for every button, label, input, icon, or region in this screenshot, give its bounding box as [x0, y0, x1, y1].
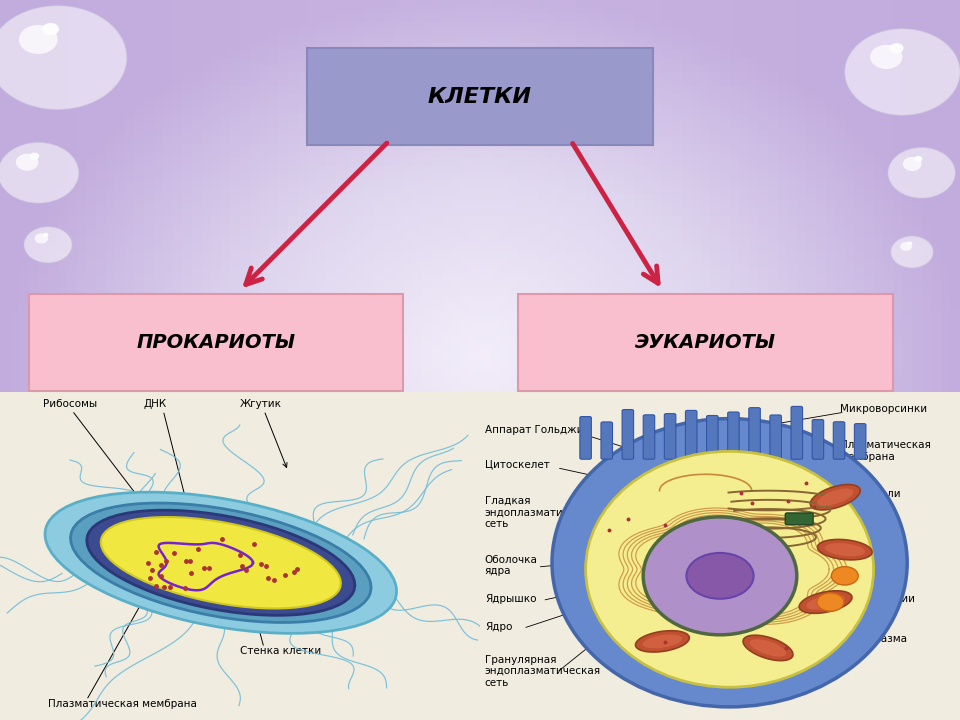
Circle shape: [817, 593, 844, 611]
Ellipse shape: [86, 510, 355, 616]
Circle shape: [914, 156, 923, 162]
Circle shape: [900, 242, 912, 251]
Circle shape: [15, 154, 38, 171]
Text: Плазматическая мембрана: Плазматическая мембрана: [48, 699, 197, 709]
FancyBboxPatch shape: [307, 48, 653, 145]
Circle shape: [24, 227, 72, 263]
Ellipse shape: [800, 591, 852, 613]
Text: Лизосомы: Лизосомы: [840, 527, 895, 537]
Text: Рибосомы: Рибосомы: [840, 558, 894, 568]
Ellipse shape: [818, 539, 872, 560]
Ellipse shape: [586, 451, 874, 687]
Text: Гладкая: Гладкая: [485, 496, 530, 505]
Ellipse shape: [810, 485, 860, 510]
Circle shape: [891, 236, 933, 268]
Ellipse shape: [750, 639, 786, 657]
Ellipse shape: [643, 517, 797, 635]
FancyBboxPatch shape: [29, 294, 403, 391]
Circle shape: [870, 45, 902, 69]
Text: Ядрышко: Ядрышко: [485, 594, 537, 604]
FancyBboxPatch shape: [622, 410, 634, 459]
Text: сеть: сеть: [485, 678, 509, 688]
Ellipse shape: [636, 631, 689, 652]
Text: Ядро: Ядро: [485, 622, 513, 632]
Text: ЭУКАРИОТЫ: ЭУКАРИОТЫ: [635, 333, 777, 352]
FancyBboxPatch shape: [664, 413, 676, 459]
Circle shape: [907, 241, 912, 246]
Circle shape: [0, 6, 127, 109]
Text: сеть: сеть: [485, 518, 509, 528]
Text: Гранулярная: Гранулярная: [485, 654, 556, 665]
Text: Цитоскелет: Цитоскелет: [485, 460, 549, 469]
FancyBboxPatch shape: [580, 417, 591, 459]
Circle shape: [0, 143, 79, 203]
FancyBboxPatch shape: [707, 415, 718, 459]
FancyBboxPatch shape: [854, 423, 866, 459]
Text: КЛЕТКИ: КЛЕТКИ: [428, 87, 532, 107]
FancyBboxPatch shape: [685, 410, 697, 459]
Ellipse shape: [101, 517, 341, 608]
FancyBboxPatch shape: [791, 406, 803, 459]
Circle shape: [890, 43, 903, 53]
Ellipse shape: [806, 595, 845, 610]
Circle shape: [35, 233, 48, 243]
Text: Микроворсинки: Микроворсинки: [840, 404, 927, 414]
Circle shape: [42, 233, 49, 237]
Text: Плазматическая: Плазматическая: [840, 440, 931, 450]
Text: ДНК: ДНК: [144, 399, 167, 409]
Ellipse shape: [817, 488, 853, 506]
FancyBboxPatch shape: [833, 422, 845, 459]
Text: Оболочка: Оболочка: [485, 554, 538, 564]
FancyBboxPatch shape: [812, 420, 824, 459]
Text: мембрана: мембрана: [840, 451, 895, 462]
Circle shape: [845, 29, 960, 115]
Text: ПРОКАРИОТЫ: ПРОКАРИОТЫ: [136, 333, 296, 352]
Circle shape: [902, 157, 922, 171]
FancyBboxPatch shape: [643, 415, 655, 459]
Text: Рибосомы: Рибосомы: [43, 399, 97, 409]
Circle shape: [30, 153, 39, 160]
Text: Стенка клетки: Стенка клетки: [240, 647, 322, 657]
Ellipse shape: [743, 635, 793, 661]
Ellipse shape: [70, 503, 372, 623]
FancyBboxPatch shape: [785, 513, 813, 525]
Text: Цитоплазма: Цитоплазма: [840, 634, 907, 644]
FancyBboxPatch shape: [749, 408, 760, 459]
Text: Жгутик: Жгутик: [240, 399, 282, 409]
Circle shape: [19, 25, 58, 54]
Text: О болочка: О болочка: [269, 613, 324, 624]
Text: ядра: ядра: [485, 566, 512, 576]
Text: эндоплазматическая: эндоплазматическая: [485, 666, 601, 676]
Ellipse shape: [552, 418, 907, 707]
FancyBboxPatch shape: [518, 294, 893, 391]
FancyBboxPatch shape: [601, 422, 612, 459]
Ellipse shape: [686, 553, 754, 599]
FancyBboxPatch shape: [770, 415, 781, 459]
Ellipse shape: [825, 543, 865, 557]
Text: Аппарат Гольджи: Аппарат Гольджи: [485, 426, 584, 436]
Circle shape: [888, 148, 955, 198]
Circle shape: [831, 567, 858, 585]
Circle shape: [42, 23, 59, 35]
Ellipse shape: [45, 492, 396, 634]
Text: Центриоли: Центриоли: [840, 489, 900, 499]
Text: эндоплазматическая: эндоплазматическая: [485, 508, 601, 517]
Text: Митохондрии: Митохондрии: [840, 594, 915, 604]
FancyBboxPatch shape: [728, 412, 739, 459]
Ellipse shape: [642, 634, 683, 649]
